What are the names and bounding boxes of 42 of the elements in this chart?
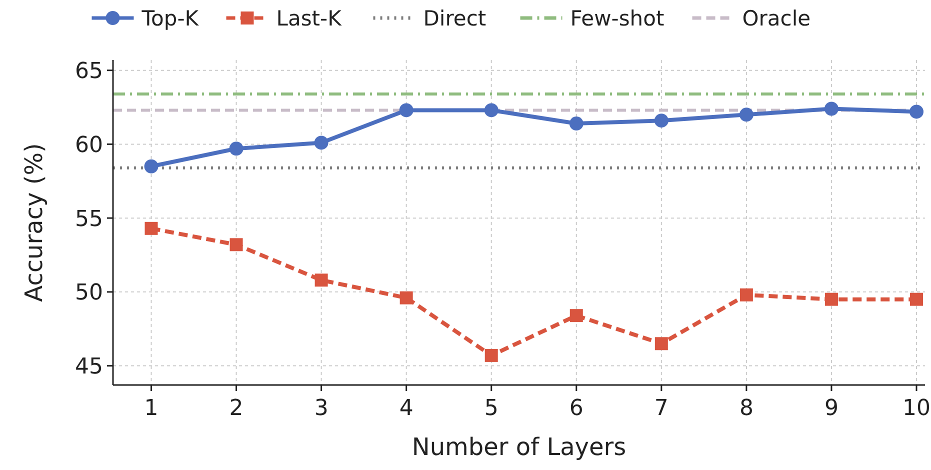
x-tick-label: 6 xyxy=(569,396,584,421)
point xyxy=(144,159,158,174)
y-tick-label: 65 xyxy=(75,59,103,84)
point xyxy=(399,103,414,118)
x-tick-label: 2 xyxy=(229,396,244,421)
point xyxy=(739,108,754,122)
point xyxy=(910,292,923,306)
legend-label: Top-K xyxy=(140,6,200,30)
x-axis-title: Number of Layers xyxy=(412,433,626,461)
legend-label: Direct xyxy=(423,6,486,30)
x-tick-label: 7 xyxy=(654,396,668,421)
y-axis-title: Accuracy (%) xyxy=(20,143,48,302)
x-tick-label: 9 xyxy=(824,396,838,421)
x-tick-label: 5 xyxy=(484,396,498,421)
y-tick-label: 45 xyxy=(75,354,103,380)
legend-label: Oracle xyxy=(742,6,811,30)
point xyxy=(570,309,583,322)
y-tick-label: 55 xyxy=(75,206,103,232)
point xyxy=(824,292,838,306)
point xyxy=(230,238,243,252)
point xyxy=(144,222,158,235)
point xyxy=(484,348,498,362)
point xyxy=(740,288,753,302)
point xyxy=(484,103,498,118)
point xyxy=(654,114,668,128)
y-tick-label: 50 xyxy=(75,280,103,306)
point xyxy=(400,291,413,304)
point xyxy=(314,274,328,287)
y-tick-label: 60 xyxy=(75,132,103,158)
point xyxy=(314,136,328,150)
legend-label: Few-shot xyxy=(570,6,664,30)
point xyxy=(569,116,584,131)
point xyxy=(229,142,244,156)
x-tick-label: 10 xyxy=(902,396,930,421)
point xyxy=(654,337,668,350)
x-tick-label: 1 xyxy=(144,396,158,421)
x-tick-label: 8 xyxy=(739,396,754,421)
x-tick-label: 4 xyxy=(399,396,414,421)
point xyxy=(824,102,838,116)
x-tick-label: 3 xyxy=(314,396,328,421)
point xyxy=(909,104,924,119)
legend-label: Last-K xyxy=(276,6,343,30)
